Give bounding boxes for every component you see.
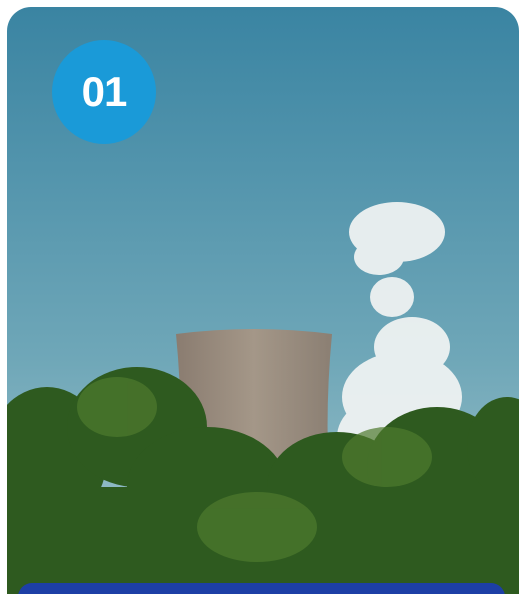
bottom-panel <box>18 583 505 594</box>
card[interactable]: 01 <box>7 7 519 594</box>
badge: 01 <box>52 40 156 144</box>
page: {"badge": {"label": "01"}} <box>0 0 519 594</box>
